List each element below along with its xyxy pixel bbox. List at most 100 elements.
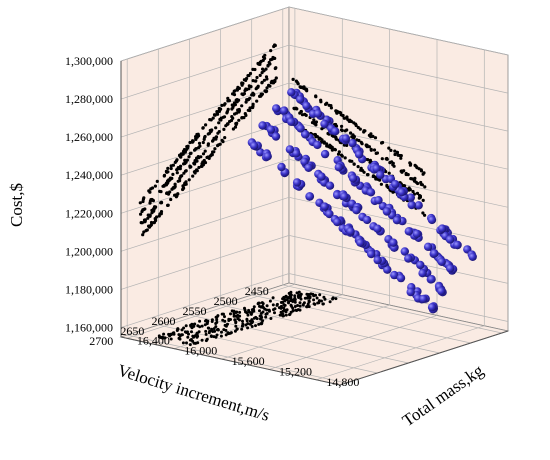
pareto-point xyxy=(427,275,436,284)
projection-point-left-wall xyxy=(230,107,234,111)
projection-point-floor xyxy=(186,335,190,339)
projection-point-left-wall xyxy=(159,210,164,214)
projection-point-right-wall xyxy=(393,149,397,153)
pareto-point xyxy=(396,273,406,283)
projection-point-floor xyxy=(269,317,273,320)
projection-point-left-wall xyxy=(225,122,230,126)
projection-point-floor xyxy=(191,334,195,338)
projection-point-right-wall xyxy=(349,119,353,124)
projection-points xyxy=(138,43,427,347)
projection-point-left-wall xyxy=(185,145,189,149)
projection-point-left-wall xyxy=(195,169,199,173)
projection-point-floor xyxy=(162,332,166,336)
projection-point-left-wall xyxy=(197,165,201,170)
pareto-point xyxy=(296,95,305,104)
projection-point-right-wall xyxy=(396,153,400,157)
projection-point-floor xyxy=(293,300,297,304)
projection-point-left-wall xyxy=(144,229,148,233)
projection-point-floor xyxy=(291,300,295,303)
projection-point-left-wall xyxy=(212,113,217,117)
projection-point-floor xyxy=(234,320,238,324)
projection-point-floor xyxy=(169,337,173,341)
projection-point-left-wall xyxy=(259,94,263,98)
projection-point-floor xyxy=(246,313,250,317)
pareto-point xyxy=(280,106,289,115)
projection-point-left-wall xyxy=(190,140,194,144)
projection-point-floor xyxy=(307,299,311,303)
grid-line-mass xyxy=(268,39,438,370)
projection-point-floor xyxy=(254,324,257,328)
projection-point-floor xyxy=(247,308,251,312)
projection-point-right-wall xyxy=(369,147,373,151)
pareto-point xyxy=(416,260,425,270)
projection-point-right-wall xyxy=(319,98,323,102)
projection-point-right-wall xyxy=(329,106,333,110)
projection-point-floor xyxy=(212,327,216,331)
projection-point-right-wall xyxy=(356,165,360,169)
projection-point-left-wall xyxy=(142,230,146,234)
projection-point-left-wall xyxy=(215,111,219,115)
projection-point-left-wall xyxy=(227,99,231,103)
projection-point-right-wall xyxy=(418,195,422,199)
projection-point-floor xyxy=(204,329,208,333)
projection-point-floor xyxy=(161,336,164,340)
pareto-point xyxy=(446,264,455,273)
projection-point-right-wall xyxy=(373,136,378,140)
projection-point-right-wall xyxy=(317,137,321,141)
projection-point-left-wall xyxy=(208,131,212,135)
projection-point-floor xyxy=(259,311,263,315)
projection-point-right-wall xyxy=(314,123,318,127)
projection-point-left-wall xyxy=(176,167,180,171)
pareto-point xyxy=(305,192,315,201)
projection-point-floor xyxy=(318,293,322,297)
projection-point-right-wall xyxy=(339,128,344,132)
projection-point-left-wall xyxy=(242,92,246,96)
projection-point-right-wall xyxy=(404,171,408,176)
projection-point-left-wall xyxy=(243,112,247,116)
grid-line-velocity xyxy=(157,49,378,374)
cost-tick-label: 1,300,000 xyxy=(65,54,113,68)
projection-point-left-wall xyxy=(142,196,146,200)
projection-point-floor xyxy=(301,303,305,307)
cost-tick-label: 1,160,000 xyxy=(65,320,113,334)
pareto-point xyxy=(372,164,381,173)
projection-point-floor xyxy=(185,341,188,345)
projection-point-right-wall xyxy=(304,113,308,117)
projection-point-floor xyxy=(190,330,193,334)
cost-tick-label: 1,240,000 xyxy=(65,168,113,182)
projection-point-floor xyxy=(204,332,208,336)
projection-point-floor xyxy=(293,294,297,298)
pareto-point xyxy=(366,188,376,197)
projection-point-floor xyxy=(188,338,192,342)
pareto-point xyxy=(320,202,329,211)
projection-point-left-wall xyxy=(220,138,224,142)
projection-point-left-wall xyxy=(274,76,278,80)
projection-point-left-wall xyxy=(154,218,158,223)
projection-point-floor xyxy=(331,296,335,300)
projection-point-left-wall xyxy=(152,221,156,225)
projection-point-floor xyxy=(287,291,291,295)
grid-line-cost xyxy=(120,6,509,62)
projection-point-left-wall xyxy=(214,135,219,139)
projection-point-floor xyxy=(241,324,244,328)
projection-point-floor xyxy=(220,330,223,334)
projection-point-right-wall xyxy=(371,134,375,138)
projection-point-right-wall xyxy=(372,148,377,152)
projection-point-floor xyxy=(279,301,283,304)
pareto-point xyxy=(325,181,335,190)
grid-line-mass xyxy=(316,49,485,381)
projection-point-left-wall xyxy=(141,233,145,237)
projection-point-left-wall xyxy=(138,201,142,205)
projection-point-floor xyxy=(293,296,297,300)
projection-point-right-wall xyxy=(300,85,304,89)
projection-point-right-wall xyxy=(352,135,356,139)
pareto-points xyxy=(247,88,477,314)
projection-point-right-wall xyxy=(371,174,376,178)
projection-point-left-wall xyxy=(180,174,184,178)
projection-point-floor xyxy=(305,292,309,296)
grid-line-cost xyxy=(120,82,509,138)
projection-point-floor xyxy=(214,335,218,339)
pareto-point xyxy=(438,224,447,233)
projection-point-left-wall xyxy=(231,92,235,96)
projection-point-right-wall xyxy=(314,94,318,98)
